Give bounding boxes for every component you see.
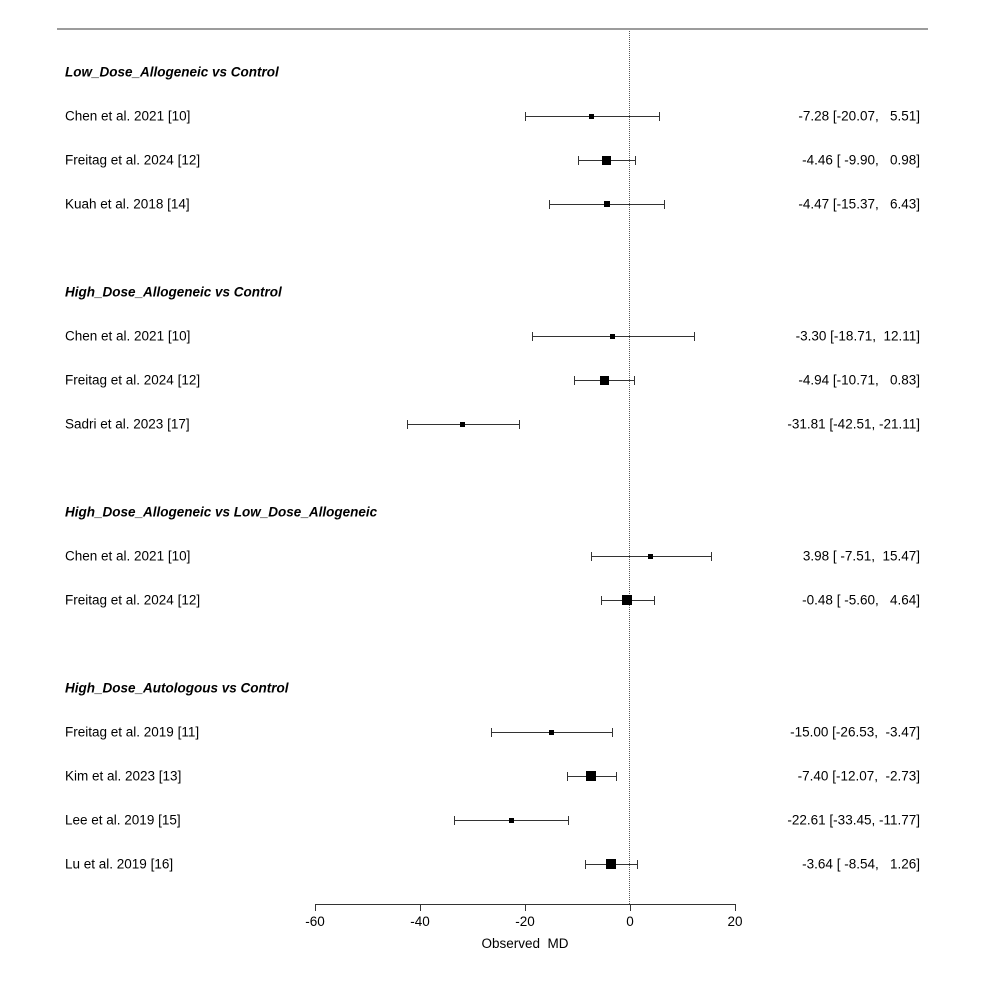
estimate-annotation: -3.64 [ -8.54, 1.26] — [802, 856, 920, 872]
x-axis-tick-label: -40 — [410, 914, 430, 929]
ci-cap-left — [566, 771, 568, 781]
x-axis-tick-label: 20 — [727, 914, 743, 929]
study-label: Chen et al. 2021 [10] — [65, 548, 191, 564]
effect-marker — [648, 553, 654, 559]
ci-cap-right — [615, 771, 617, 781]
estimate-annotation: 3.98 [ -7.51, 15.47] — [802, 548, 920, 564]
estimate-annotation: -0.48 [ -5.60, 4.64] — [802, 592, 920, 608]
ci-cap-right — [658, 111, 660, 121]
estimate-annotation: -3.30 [-18.71, 12.11] — [795, 328, 920, 344]
estimate-annotation: -31.81 [-42.51, -21.11] — [787, 416, 920, 432]
group-header: High_Dose_Autologous vs Control — [65, 680, 289, 696]
zero-reference-line — [629, 31, 630, 904]
effect-marker — [602, 155, 612, 165]
study-label: Freitag et al. 2024 [12] — [65, 152, 201, 168]
effect-marker — [460, 421, 466, 427]
ci-cap-right — [611, 727, 613, 737]
ci-cap-left — [531, 331, 533, 341]
estimate-annotation: -22.61 [-33.45, -11.77] — [787, 812, 920, 828]
group-header: High_Dose_Allogeneic vs Low_Dose_Allogen… — [65, 504, 378, 520]
estimate-annotation: -4.47 [-15.37, 6.43] — [798, 196, 920, 212]
x-axis-tick-label: -20 — [515, 914, 535, 929]
group-header: Low_Dose_Allogeneic vs Control — [65, 64, 279, 80]
ci-cap-right — [568, 815, 570, 825]
group-header: High_Dose_Allogeneic vs Control — [65, 284, 282, 300]
ci-cap-left — [590, 551, 592, 561]
study-label: Freitag et al. 2019 [11] — [65, 724, 200, 740]
x-axis-title: Observed MD — [481, 936, 569, 951]
ci-cap-left — [578, 155, 580, 165]
x-axis-tick — [420, 904, 421, 911]
ci-cap-right — [693, 331, 695, 341]
effect-marker — [599, 375, 609, 385]
effect-marker — [622, 595, 633, 605]
ci-cap-right — [711, 551, 713, 561]
study-label: Kim et al. 2023 [13] — [65, 768, 182, 784]
x-axis-tick — [735, 904, 736, 911]
estimate-annotation: -4.46 [ -9.90, 0.98] — [802, 152, 920, 168]
x-axis-tick — [525, 904, 526, 911]
top-rule — [57, 28, 928, 30]
ci-cap-right — [654, 595, 656, 605]
ci-cap-left — [600, 595, 602, 605]
ci-cap-left — [573, 375, 575, 385]
study-label: Kuah et al. 2018 [14] — [65, 196, 190, 212]
ci-cap-left — [549, 199, 551, 209]
study-label: Chen et al. 2021 [10] — [65, 108, 191, 124]
study-label: Lu et al. 2019 [16] — [65, 856, 174, 872]
effect-marker — [586, 771, 597, 781]
ci-cap-left — [406, 419, 408, 429]
ci-cap-left — [454, 815, 456, 825]
study-label: Freitag et al. 2024 [12] — [65, 372, 201, 388]
effect-marker — [610, 333, 616, 339]
ci-cap-right — [519, 419, 521, 429]
ci-cap-left — [585, 859, 587, 869]
study-label: Sadri et al. 2023 [17] — [65, 416, 190, 432]
study-label: Chen et al. 2021 [10] — [65, 328, 191, 344]
estimate-annotation: -15.00 [-26.53, -3.47] — [790, 724, 920, 740]
estimate-annotation: -4.94 [-10.71, 0.83] — [798, 372, 920, 388]
ci-cap-right — [634, 375, 636, 385]
ci-cap-right — [635, 155, 637, 165]
estimate-annotation: -7.28 [-20.07, 5.51] — [798, 108, 920, 124]
study-label: Freitag et al. 2024 [12] — [65, 592, 201, 608]
effect-marker — [548, 729, 554, 735]
ci-cap-left — [524, 111, 526, 121]
ci-cap-right — [636, 859, 638, 869]
x-axis-tick — [630, 904, 631, 911]
effect-marker — [589, 113, 595, 119]
effect-marker — [603, 201, 610, 207]
x-axis-tick-label: 0 — [626, 914, 634, 929]
study-label: Lee et al. 2019 [15] — [65, 812, 181, 828]
ci-cap-right — [663, 199, 665, 209]
estimate-annotation: -7.40 [-12.07, -2.73] — [797, 768, 920, 784]
x-axis-tick — [315, 904, 316, 911]
ci-cap-left — [490, 727, 492, 737]
effect-marker — [508, 817, 514, 823]
x-axis-tick-label: -60 — [305, 914, 325, 929]
effect-marker — [605, 859, 616, 869]
